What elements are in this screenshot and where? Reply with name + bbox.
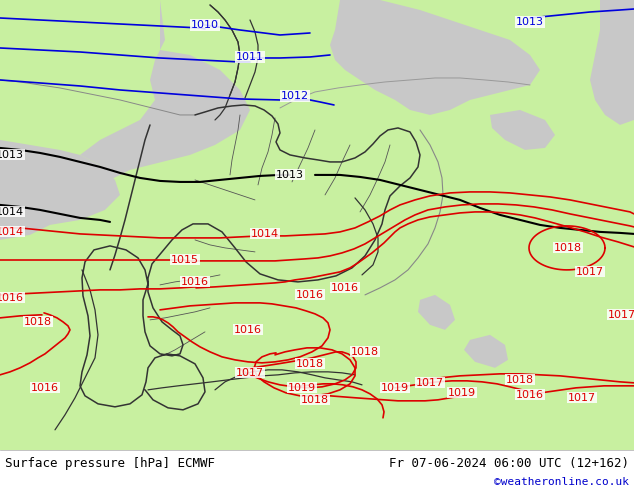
Polygon shape — [330, 0, 540, 115]
Text: 1016: 1016 — [0, 293, 24, 303]
Text: 1018: 1018 — [296, 359, 324, 369]
Text: 1019: 1019 — [381, 383, 409, 393]
Text: Fr 07-06-2024 06:00 UTC (12+162): Fr 07-06-2024 06:00 UTC (12+162) — [389, 457, 629, 470]
Polygon shape — [0, 0, 120, 240]
Text: 1016: 1016 — [31, 383, 59, 393]
Polygon shape — [464, 335, 508, 368]
Text: 1013: 1013 — [516, 17, 544, 27]
Text: 1019: 1019 — [288, 383, 316, 393]
Text: 1017: 1017 — [416, 378, 444, 388]
Text: 1017: 1017 — [576, 267, 604, 277]
Text: 1018: 1018 — [301, 395, 329, 405]
Polygon shape — [590, 0, 634, 125]
Text: 1014: 1014 — [0, 207, 24, 217]
Text: 1013: 1013 — [276, 170, 304, 180]
Text: 1016: 1016 — [181, 277, 209, 287]
Text: 1018: 1018 — [24, 317, 52, 327]
Text: 1015: 1015 — [171, 255, 199, 265]
Text: 1011: 1011 — [236, 52, 264, 62]
Text: 1010: 1010 — [191, 20, 219, 30]
Text: 1012: 1012 — [281, 91, 309, 101]
Polygon shape — [80, 0, 250, 180]
Text: 1017: 1017 — [236, 368, 264, 378]
Text: 1018: 1018 — [506, 375, 534, 385]
Text: 1016: 1016 — [296, 290, 324, 300]
Text: Surface pressure [hPa] ECMWF: Surface pressure [hPa] ECMWF — [5, 457, 215, 470]
Text: 1017: 1017 — [568, 393, 596, 403]
Text: ©weatheronline.co.uk: ©weatheronline.co.uk — [494, 477, 629, 487]
Text: 1017: 1017 — [608, 310, 634, 320]
Text: 1016: 1016 — [331, 283, 359, 293]
Text: 1013: 1013 — [0, 150, 24, 160]
Text: 1018: 1018 — [351, 347, 379, 357]
Polygon shape — [490, 110, 555, 150]
Polygon shape — [418, 295, 455, 330]
Text: 1019: 1019 — [448, 388, 476, 398]
Text: 1018: 1018 — [554, 243, 582, 253]
Text: 1014: 1014 — [251, 229, 279, 239]
Text: 1016: 1016 — [234, 325, 262, 335]
Text: 1014: 1014 — [0, 227, 24, 237]
Text: 1016: 1016 — [516, 390, 544, 400]
